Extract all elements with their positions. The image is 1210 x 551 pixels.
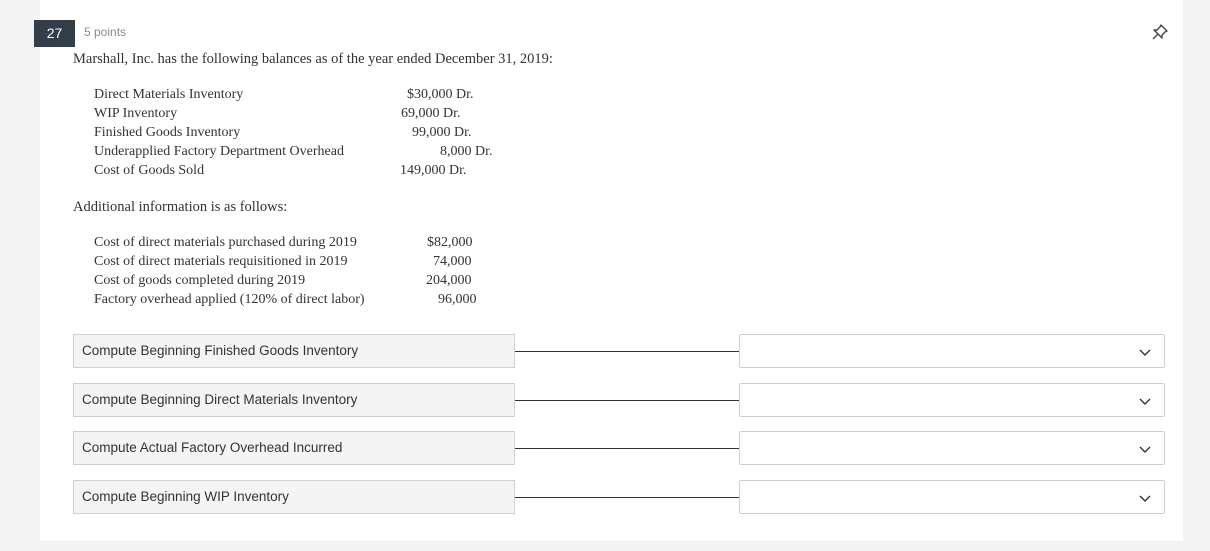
balance-label: Finished Goods Inventory (94, 125, 241, 140)
additional-label: Cost of goods completed during 2019 (94, 273, 306, 288)
connector-line (515, 497, 739, 498)
additional-value: 204,000 (426, 273, 472, 288)
answer-dropdown[interactable] (739, 383, 1165, 417)
matching-prompt: Compute Beginning Direct Materials Inven… (73, 383, 515, 417)
answer-dropdown[interactable] (739, 480, 1165, 514)
chevron-down-icon (1139, 446, 1151, 453)
chevron-down-icon (1139, 398, 1151, 405)
answer-dropdown[interactable] (739, 431, 1165, 465)
balance-value: $30,000 Dr. (407, 87, 474, 102)
additional-value: $82,000 (427, 235, 473, 250)
question-points: 5 points (84, 25, 127, 39)
additional-value: 96,000 (438, 292, 477, 307)
additional-label: Factory overhead applied (120% of direct… (94, 292, 365, 307)
additional-value: 74,000 (433, 254, 472, 269)
balance-value: 8,000 Dr. (440, 144, 493, 159)
matching-prompt: Compute Beginning Finished Goods Invento… (73, 334, 515, 368)
chevron-down-icon (1139, 495, 1151, 502)
matching-prompt: Compute Actual Factory Overhead Incurred (73, 431, 515, 465)
additional-label: Cost of direct materials requisitioned i… (94, 254, 348, 269)
additional-heading: Additional information is as follows: (73, 199, 288, 215)
balance-label: Underapplied Factory Department Overhead (94, 144, 344, 159)
balance-value: 149,000 Dr. (400, 163, 467, 178)
chevron-down-icon (1139, 349, 1151, 356)
connector-line (515, 400, 739, 401)
connector-line (515, 448, 739, 449)
answer-dropdown[interactable] (739, 334, 1165, 368)
balance-value: 99,000 Dr. (412, 125, 472, 140)
balance-label: WIP Inventory (94, 106, 178, 121)
pin-icon[interactable] (1150, 22, 1170, 42)
matching-prompt: Compute Beginning WIP Inventory (73, 480, 515, 514)
question-intro: Marshall, Inc. has the following balance… (73, 51, 553, 67)
connector-line (515, 351, 739, 352)
balance-value: 69,000 Dr. (401, 106, 461, 121)
additional-label: Cost of direct materials purchased durin… (94, 235, 357, 250)
question-number: 27 (34, 20, 75, 47)
balance-label: Cost of Goods Sold (94, 163, 205, 178)
balance-label: Direct Materials Inventory (94, 87, 244, 102)
